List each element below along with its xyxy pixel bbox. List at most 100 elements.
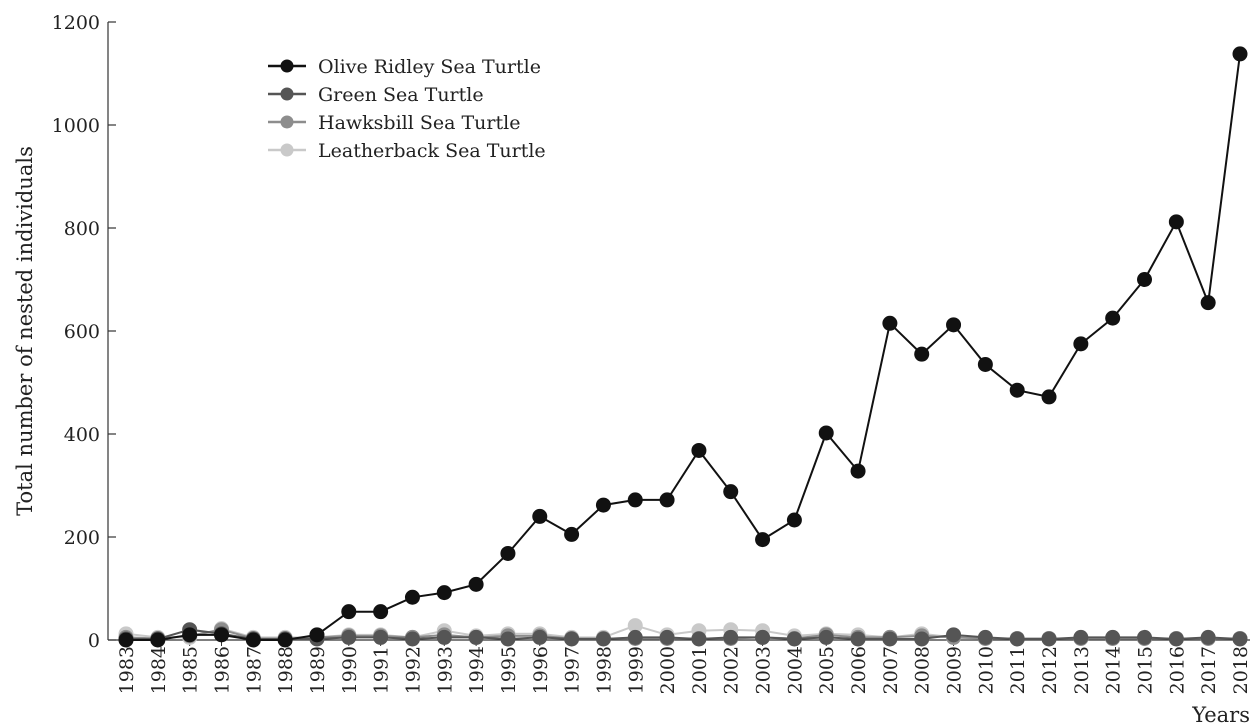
data-point bbox=[914, 631, 930, 647]
y-tick-label: 1200 bbox=[52, 12, 100, 34]
x-tick-label: 1984 bbox=[148, 646, 170, 694]
data-point bbox=[755, 629, 771, 645]
data-point bbox=[1073, 336, 1089, 352]
x-tick-label: 2002 bbox=[721, 646, 743, 694]
chart-axes: 0 200 400 600 800 1000 1200 1983 1984 1985 1986 198… bbox=[52, 12, 1252, 694]
legend-label: Green Sea Turtle bbox=[318, 84, 484, 106]
x-tick-label: 2017 bbox=[1198, 646, 1220, 694]
data-point bbox=[595, 497, 611, 513]
legend-item: Hawksbill Sea Turtle bbox=[268, 112, 520, 134]
x-tick-label: 1996 bbox=[530, 646, 552, 694]
y-tick-label: 200 bbox=[64, 527, 100, 549]
legend-item: Green Sea Turtle bbox=[268, 84, 484, 106]
x-tick-label: 2005 bbox=[816, 646, 838, 694]
data-point bbox=[564, 631, 580, 647]
legend: Olive Ridley Sea Turtle Green Sea Turtle H… bbox=[268, 56, 546, 162]
data-point bbox=[277, 632, 293, 648]
data-point bbox=[977, 629, 993, 645]
data-point bbox=[1137, 629, 1153, 645]
series-0 bbox=[118, 46, 1248, 648]
x-tick-label: 2011 bbox=[1007, 646, 1029, 694]
data-point bbox=[1041, 631, 1057, 647]
y-tick-label: 800 bbox=[64, 218, 100, 240]
data-point bbox=[723, 629, 739, 645]
y-axis-title: Total number of nested individuals bbox=[13, 146, 37, 516]
data-point bbox=[627, 492, 643, 508]
x-tick-label: 2015 bbox=[1135, 646, 1157, 694]
data-point bbox=[341, 629, 357, 645]
data-point bbox=[723, 484, 739, 500]
x-tick-label: 1992 bbox=[402, 646, 424, 694]
data-point bbox=[1200, 295, 1216, 311]
data-point bbox=[532, 629, 548, 645]
data-point bbox=[1009, 382, 1025, 398]
data-point bbox=[118, 632, 134, 648]
x-tick-label: 1985 bbox=[180, 646, 202, 694]
data-point bbox=[245, 632, 261, 648]
legend-label: Leatherback Sea Turtle bbox=[318, 140, 546, 162]
data-point bbox=[532, 508, 548, 524]
data-point bbox=[977, 356, 993, 372]
data-point bbox=[1073, 629, 1089, 645]
data-point bbox=[882, 315, 898, 331]
legend-marker bbox=[280, 115, 294, 129]
data-point bbox=[341, 604, 357, 620]
data-point bbox=[659, 629, 675, 645]
x-tick-label: 2000 bbox=[657, 646, 679, 694]
data-point bbox=[1168, 631, 1184, 647]
y-tick-label: 1000 bbox=[52, 115, 100, 137]
data-point bbox=[1041, 389, 1057, 405]
data-point bbox=[1232, 46, 1248, 62]
data-point bbox=[818, 629, 834, 645]
data-point bbox=[309, 627, 325, 643]
x-tick-label: 2009 bbox=[944, 646, 966, 694]
data-point bbox=[691, 442, 707, 458]
x-tick-label: 1999 bbox=[625, 646, 647, 694]
data-point bbox=[468, 576, 484, 592]
data-point bbox=[564, 526, 580, 542]
data-point bbox=[468, 629, 484, 645]
data-point bbox=[1168, 214, 1184, 230]
x-tick-label: 1987 bbox=[243, 646, 265, 694]
x-tick-label: 2004 bbox=[784, 646, 806, 694]
data-point bbox=[404, 631, 420, 647]
data-point bbox=[786, 512, 802, 528]
data-point bbox=[627, 629, 643, 645]
x-axis-title: Years bbox=[1191, 703, 1250, 727]
x-tick-label: 1995 bbox=[498, 646, 520, 694]
legend-marker bbox=[280, 59, 294, 73]
legend-label: Hawksbill Sea Turtle bbox=[318, 112, 520, 134]
x-tick-label: 2012 bbox=[1039, 646, 1061, 694]
data-point bbox=[1232, 631, 1248, 647]
data-point bbox=[595, 631, 611, 647]
data-point bbox=[914, 346, 930, 362]
x-tick-label: 2007 bbox=[880, 646, 902, 694]
data-point bbox=[436, 629, 452, 645]
legend-marker bbox=[280, 87, 294, 101]
data-point bbox=[404, 589, 420, 605]
data-point bbox=[373, 604, 389, 620]
data-point bbox=[659, 492, 675, 508]
data-point bbox=[500, 545, 516, 561]
data-point bbox=[213, 627, 229, 643]
x-tick-label: 2006 bbox=[848, 646, 870, 694]
x-tick-label: 2016 bbox=[1166, 646, 1188, 694]
x-tick-label: 1986 bbox=[211, 646, 233, 694]
x-tick-label: 1983 bbox=[116, 646, 138, 694]
data-point bbox=[182, 627, 198, 643]
x-tick-label: 1988 bbox=[275, 646, 297, 694]
data-point bbox=[1137, 272, 1153, 287]
series-layer bbox=[118, 46, 1248, 648]
data-point bbox=[850, 631, 866, 647]
legend-item: Leatherback Sea Turtle bbox=[268, 140, 546, 162]
data-point bbox=[627, 618, 643, 634]
data-point bbox=[1200, 629, 1216, 645]
data-point bbox=[1105, 310, 1121, 326]
x-tick-label: 1994 bbox=[466, 646, 488, 694]
series-line bbox=[126, 53, 1241, 641]
x-tick-label: 2018 bbox=[1230, 646, 1252, 694]
legend-marker bbox=[280, 143, 294, 157]
data-point bbox=[786, 631, 802, 647]
data-point bbox=[373, 629, 389, 645]
